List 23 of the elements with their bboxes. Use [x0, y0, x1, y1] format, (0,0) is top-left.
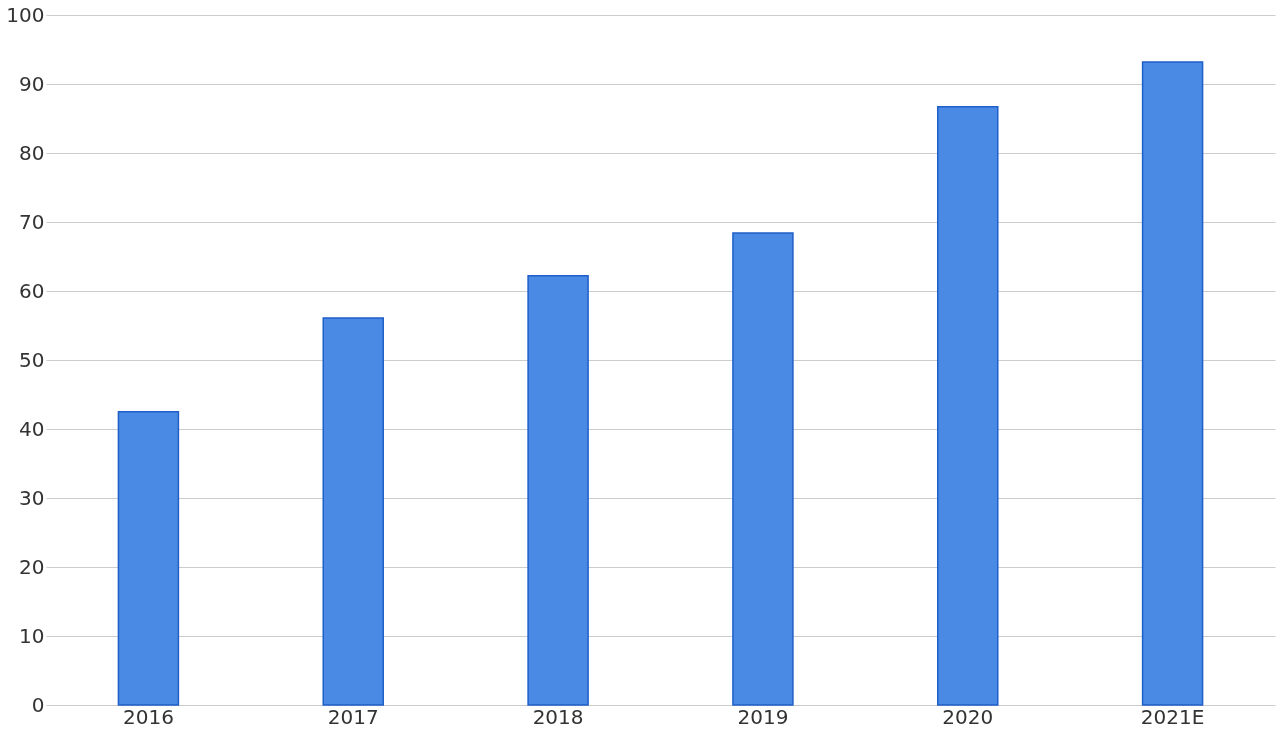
bar	[322, 317, 384, 706]
bar	[527, 275, 589, 706]
bar	[937, 106, 999, 706]
x-tick-label: 2019	[737, 704, 789, 729]
y-tick-label: 100	[6, 2, 45, 27]
y-tick-label: 50	[19, 347, 45, 372]
x-tick-label: 2016	[122, 704, 174, 729]
y-tick-label: 20	[19, 554, 45, 579]
y-tick-label: 0	[31, 692, 45, 717]
y-tick-label: 10	[19, 623, 45, 648]
bar	[117, 411, 180, 706]
x-tick-label: 2017	[327, 704, 379, 729]
y-tick-label: 70	[19, 209, 45, 234]
y-tick-label: 30	[19, 485, 45, 510]
y-tick-label: 90	[19, 71, 45, 96]
y-tick-label: 40	[19, 416, 45, 441]
bar	[732, 232, 794, 706]
x-tick-label: 2018	[532, 704, 584, 729]
x-tick-label: 2021E	[1140, 704, 1205, 729]
bar	[1141, 61, 1204, 706]
y-tick-label: 80	[19, 140, 45, 165]
y-tick-label: 60	[19, 278, 45, 303]
x-tick-label: 2020	[942, 704, 994, 729]
